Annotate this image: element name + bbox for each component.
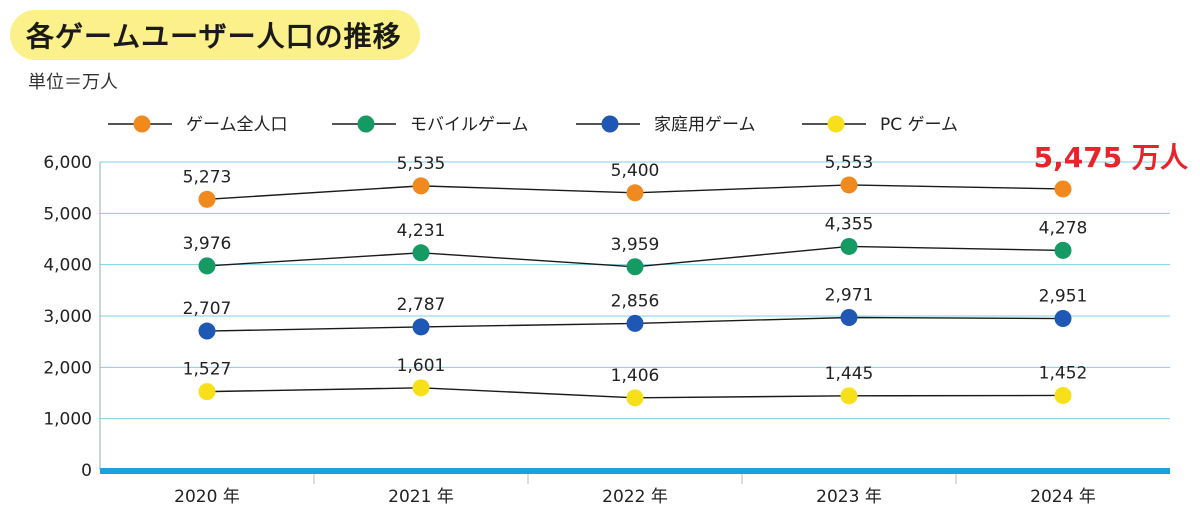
y-tick-label: 6,000 — [43, 153, 92, 173]
legend-marker — [133, 115, 151, 133]
legend-marker — [601, 115, 619, 133]
data-point[interactable] — [412, 177, 430, 195]
y-tick-label: 2,000 — [43, 358, 92, 378]
data-point[interactable] — [626, 258, 644, 276]
data-label: 3,976 — [183, 234, 232, 254]
x-tick-label: 2022 年 — [602, 487, 668, 507]
x-tick-label: 2021 年 — [388, 487, 454, 507]
data-point[interactable] — [840, 176, 858, 194]
legend-marker — [827, 115, 845, 133]
legend-label: PC ゲーム — [880, 115, 958, 135]
data-label: 4,278 — [1039, 218, 1088, 238]
data-point[interactable] — [1054, 386, 1072, 404]
data-label: 1,601 — [397, 356, 446, 376]
x-axis-baseline — [100, 468, 1170, 474]
data-point[interactable] — [412, 379, 430, 397]
data-point[interactable] — [840, 308, 858, 326]
unit-label: 単位＝万人 — [28, 72, 118, 93]
data-point[interactable] — [840, 387, 858, 405]
data-point[interactable] — [412, 244, 430, 262]
y-tick-label: 3,000 — [43, 307, 92, 327]
x-tick-label: 2024 年 — [1030, 487, 1096, 507]
data-point[interactable] — [1054, 310, 1072, 328]
chart-title: 各ゲームユーザー人口の推移 — [26, 20, 402, 53]
data-point[interactable] — [1054, 241, 1072, 259]
data-label: 5,553 — [825, 153, 874, 173]
data-point[interactable] — [198, 383, 216, 401]
data-label: 5,273 — [183, 167, 232, 187]
x-tick-label: 2023 年 — [816, 487, 882, 507]
data-point[interactable] — [412, 318, 430, 336]
legend-label: ゲーム全人口 — [186, 115, 288, 135]
title-badge: 各ゲームユーザー人口の推移 — [10, 10, 420, 60]
legend-label: 家庭用ゲーム — [654, 115, 756, 135]
y-tick-label: 1,000 — [43, 410, 92, 430]
x-tick-label: 2020 年 — [174, 487, 240, 507]
data-label: 2,951 — [1039, 287, 1088, 307]
data-label: 2,971 — [825, 285, 874, 305]
data-label: 3,959 — [611, 235, 660, 255]
y-tick-label: 4,000 — [43, 256, 92, 276]
data-label: 1,527 — [183, 360, 232, 380]
data-point[interactable] — [198, 190, 216, 208]
data-label: 2,707 — [183, 299, 232, 319]
data-label: 2,787 — [397, 295, 446, 315]
data-point[interactable] — [1054, 180, 1072, 198]
data-point[interactable] — [198, 257, 216, 275]
data-point[interactable] — [626, 389, 644, 407]
data-label: 5,535 — [397, 154, 446, 174]
data-label: 4,231 — [397, 221, 446, 241]
data-label: 1,406 — [611, 366, 660, 386]
data-point[interactable] — [626, 314, 644, 332]
y-tick-label: 5,000 — [43, 204, 92, 224]
data-label: 4,355 — [825, 214, 874, 234]
legend-label: モバイルゲーム — [410, 115, 529, 135]
data-label: 2,856 — [611, 291, 660, 311]
data-label: 1,445 — [825, 364, 874, 384]
data-label: 1,452 — [1039, 363, 1088, 383]
y-tick-label: 0 — [81, 461, 92, 481]
data-point[interactable] — [198, 322, 216, 340]
data-point[interactable] — [840, 237, 858, 255]
total-callout: 5,475 万人 — [1034, 141, 1188, 174]
data-label: 5,400 — [611, 161, 660, 181]
legend-marker — [357, 115, 375, 133]
data-point[interactable] — [626, 184, 644, 202]
